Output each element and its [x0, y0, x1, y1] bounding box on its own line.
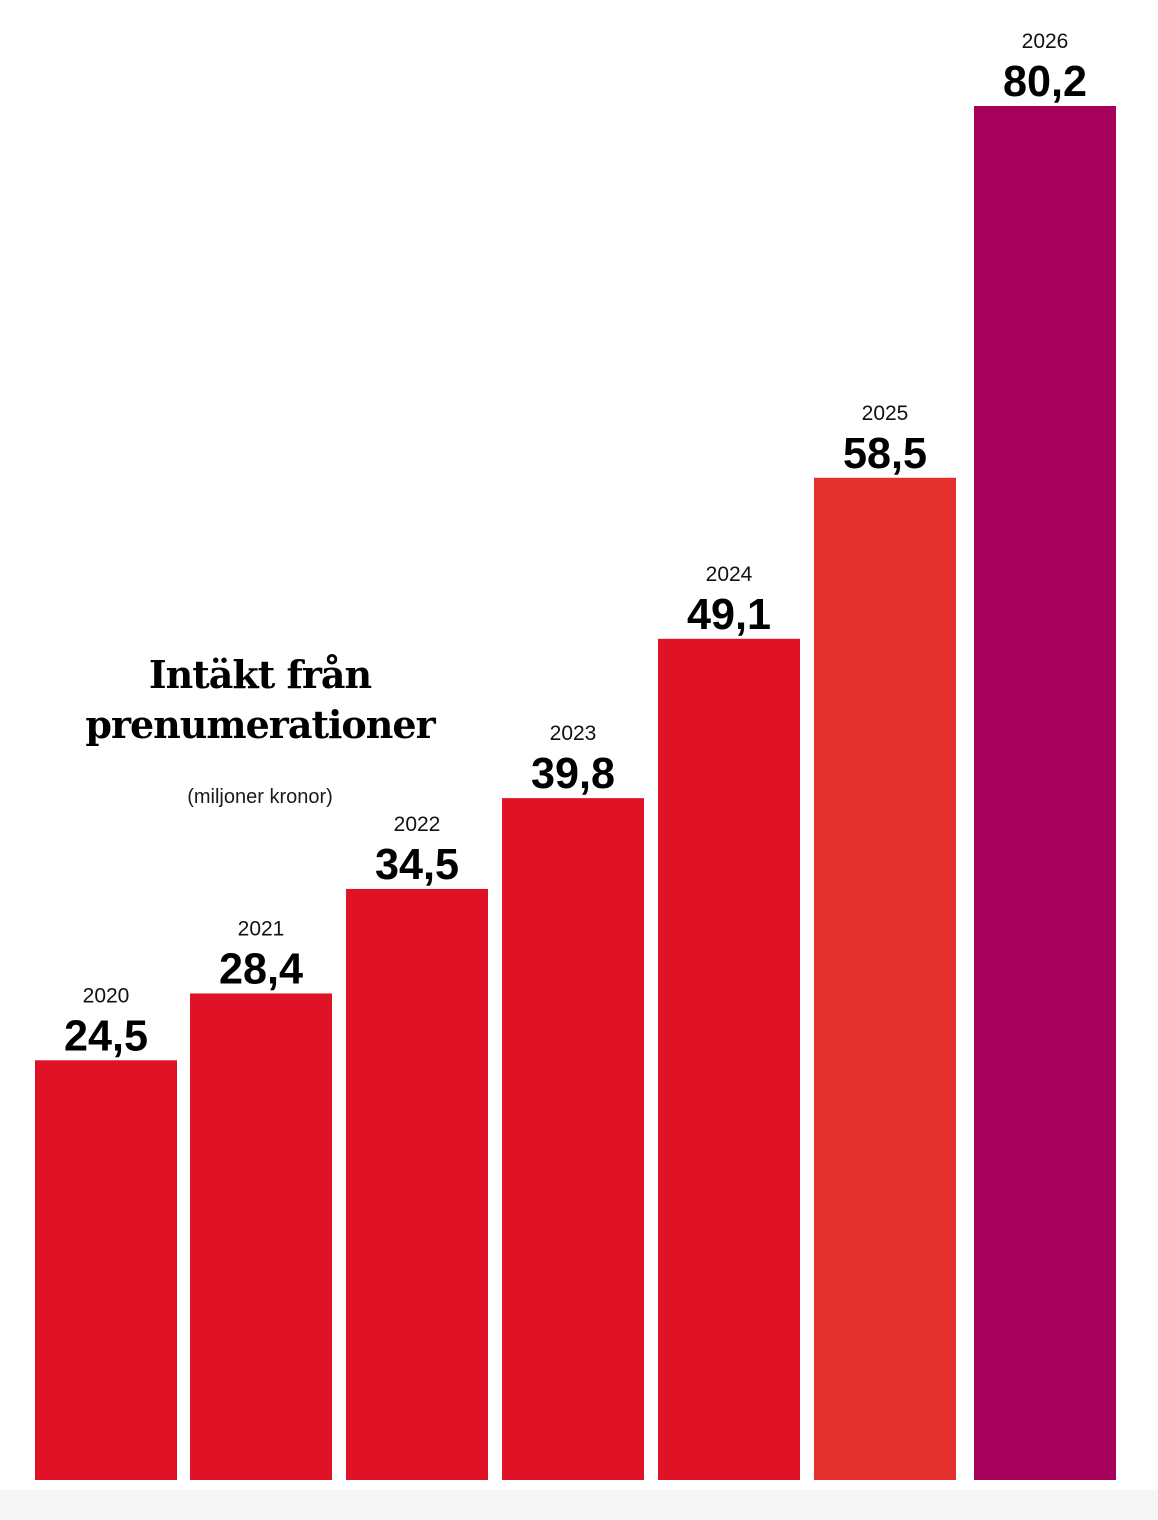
year-label-2026: 2026 — [1022, 30, 1069, 53]
bar-2025 — [814, 477, 956, 1480]
year-label-2020: 2020 — [83, 984, 130, 1007]
year-label-2024: 2024 — [706, 563, 753, 586]
chart-title: Intäkt från prenumerationer — [85, 652, 435, 747]
bar-2020 — [35, 1060, 177, 1480]
year-label-2025: 2025 — [862, 402, 909, 425]
value-label-2020: 24,5 — [64, 1011, 148, 1060]
value-label-2022: 34,5 — [375, 840, 459, 889]
year-label-2021: 2021 — [238, 917, 285, 940]
chart-subtitle: (miljoner kronor) — [187, 786, 333, 808]
bar-2026 — [974, 106, 1116, 1480]
year-label-2022: 2022 — [394, 813, 441, 836]
value-label-2026: 80,2 — [1003, 57, 1087, 106]
value-label-2025: 58,5 — [843, 429, 927, 478]
footer-strip — [0, 1490, 1158, 1520]
year-label-2023: 2023 — [550, 722, 597, 745]
bar-2022 — [346, 888, 488, 1480]
bar-2024 — [658, 638, 800, 1480]
value-label-2024: 49,1 — [687, 590, 771, 639]
value-label-2021: 28,4 — [219, 944, 304, 993]
bar-2023 — [502, 798, 644, 1480]
bar-2021 — [190, 993, 332, 1480]
value-label-2023: 39,8 — [531, 749, 615, 798]
